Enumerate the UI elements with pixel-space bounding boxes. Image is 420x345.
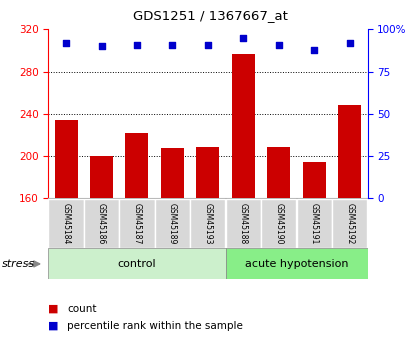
Bar <box>161 148 184 198</box>
Bar <box>267 147 290 198</box>
Text: control: control <box>118 259 156 269</box>
Point <box>98 43 105 49</box>
Text: count: count <box>67 304 97 314</box>
Point <box>63 40 69 46</box>
FancyBboxPatch shape <box>155 199 190 248</box>
Point <box>240 35 247 40</box>
Text: GSM45191: GSM45191 <box>310 203 319 244</box>
FancyBboxPatch shape <box>226 199 261 248</box>
Bar <box>90 156 113 198</box>
Point <box>311 47 318 52</box>
Text: GSM45184: GSM45184 <box>62 203 71 244</box>
Bar <box>55 120 78 198</box>
Text: GSM45188: GSM45188 <box>239 203 248 244</box>
Text: percentile rank within the sample: percentile rank within the sample <box>67 321 243 331</box>
Text: GSM45186: GSM45186 <box>97 203 106 244</box>
Text: GSM45187: GSM45187 <box>132 203 142 244</box>
FancyBboxPatch shape <box>48 199 84 248</box>
FancyBboxPatch shape <box>119 199 155 248</box>
Text: acute hypotension: acute hypotension <box>245 259 348 269</box>
Point <box>346 40 353 46</box>
Text: GSM45193: GSM45193 <box>203 203 213 244</box>
Text: GSM45190: GSM45190 <box>274 203 284 244</box>
Text: GSM45189: GSM45189 <box>168 203 177 244</box>
Bar <box>338 105 361 198</box>
Text: ■: ■ <box>48 304 59 314</box>
Bar <box>126 133 149 198</box>
FancyBboxPatch shape <box>190 199 226 248</box>
Text: stress: stress <box>2 259 35 269</box>
Text: GDS1251 / 1367667_at: GDS1251 / 1367667_at <box>133 9 287 22</box>
FancyBboxPatch shape <box>226 248 368 279</box>
Point <box>134 42 140 47</box>
Bar <box>232 53 255 198</box>
FancyBboxPatch shape <box>84 199 119 248</box>
Bar <box>197 147 219 198</box>
Point <box>169 42 176 47</box>
Text: ■: ■ <box>48 321 59 331</box>
Bar <box>303 162 326 198</box>
FancyBboxPatch shape <box>332 199 368 248</box>
FancyBboxPatch shape <box>261 199 297 248</box>
FancyBboxPatch shape <box>48 248 226 279</box>
Point <box>276 42 282 47</box>
FancyBboxPatch shape <box>297 199 332 248</box>
Text: GSM45192: GSM45192 <box>345 203 354 244</box>
Point <box>205 42 211 47</box>
